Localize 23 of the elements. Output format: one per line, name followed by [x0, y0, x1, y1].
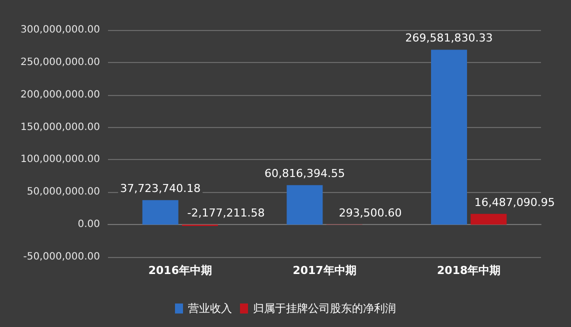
data-label: 60,816,394.55	[264, 167, 345, 180]
bar	[431, 50, 468, 225]
y-tick-label: -50,000,000.00	[23, 252, 100, 262]
y-tick-label: 50,000,000.00	[26, 186, 100, 198]
bar	[142, 200, 178, 225]
y-tick-label: 100,000,000.00	[20, 154, 100, 166]
y-tick-label: 250,000,000.00	[20, 56, 100, 68]
x-tick-label: 2016年中期	[148, 264, 212, 277]
y-tick-label: 0.00	[78, 219, 100, 230]
y-tick-label: 150,000,000.00	[20, 122, 100, 133]
data-label: 269,581,830.33	[405, 32, 493, 45]
x-tick-label: 2017年中期	[292, 264, 356, 277]
y-tick-label: 200,000,000.00	[20, 89, 100, 100]
bar	[470, 214, 507, 225]
legend-label: 营业收入	[188, 302, 232, 315]
legend-label: 归属于挂牌公司股东的净利润	[253, 302, 396, 315]
data-label: 293,500.60	[338, 206, 402, 220]
bar	[286, 185, 323, 225]
x-tick-label: 2018年中期	[437, 264, 501, 277]
y-tick-label: 300,000,000.00	[20, 24, 100, 36]
data-label: 37,723,740.18	[120, 182, 201, 196]
data-label: -2,177,211.58	[187, 206, 265, 220]
data-label: 16,487,090.95	[474, 196, 555, 209]
